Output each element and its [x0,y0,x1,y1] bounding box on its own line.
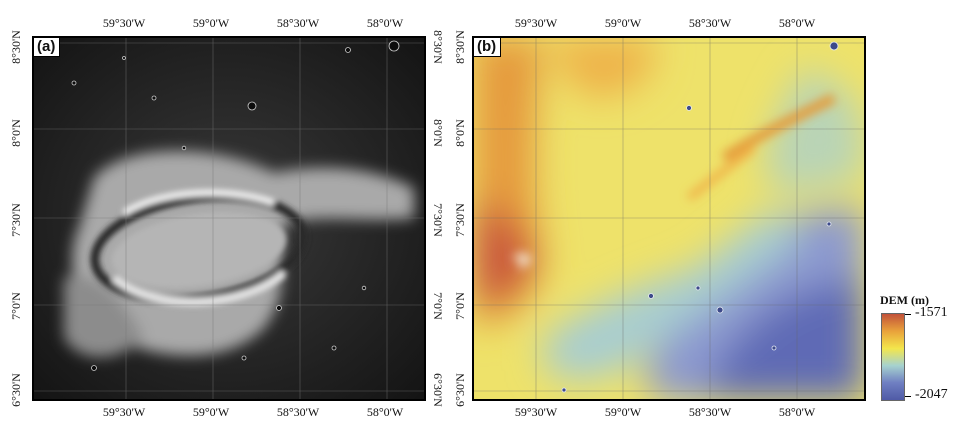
tick-b-top-1: 59°30'W [514,16,558,30]
tick-a-right-1: 8°30'N [431,30,445,64]
tick-a-top-1: 59°30'W [102,16,146,30]
tick-a-top-3: 58°30'W [276,16,320,30]
grayscale-image [34,38,424,399]
tick-b-left-2: 8°0'N [453,119,467,147]
tick-a-bottom-3: 58°30'W [276,405,320,419]
tick-a-left-3: 7°30'N [9,203,23,237]
legend-min-tick [905,396,911,397]
legend-max-tick [905,314,911,315]
tick-a-right-5: 6°30'N [431,373,445,407]
tick-a-right-3: 7°30'N [431,203,445,237]
tick-a-bottom-4: 58°0'W [366,405,404,419]
tick-b-top-3: 58°30'W [688,16,732,30]
legend-max-label: -1571 [915,305,948,320]
tick-a-left-4: 7°0'N [9,292,23,320]
tick-b-left-5: 6°30'N [453,373,467,407]
tick-a-bottom-2: 59°0'W [192,405,230,419]
tick-a-right-4: 7°0'N [431,292,445,320]
tick-b-top-4: 58°0'W [778,16,816,30]
tick-b-bottom-2: 59°0'W [604,405,642,419]
panel-a-label: (a) [34,38,61,57]
tick-b-left-4: 7°0'N [453,292,467,320]
legend-color-bar [881,313,905,401]
tick-a-top-2: 59°0'W [192,16,230,30]
tick-b-left-1: 8°30'N [453,30,467,64]
panel-b-dem-image: (b) [472,36,866,401]
tick-b-bottom-4: 58°0'W [778,405,816,419]
tick-b-bottom-1: 59°30'W [514,405,558,419]
panel-b-label: (b) [474,38,502,57]
tick-a-top-4: 58°0'W [366,16,404,30]
tick-a-right-2: 8°0'N [431,119,445,147]
legend-title: DEM (m) [880,293,929,307]
tick-a-bottom-1: 59°30'W [102,405,146,419]
legend-min-label: -2047 [915,387,948,402]
tick-b-top-2: 59°0'W [604,16,642,30]
panel-a-grayscale-image: (a) [32,36,426,401]
tick-b-left-3: 7°30'N [453,203,467,237]
tick-a-left-5: 6°30'N [9,373,23,407]
tick-a-left-1: 8°30'N [9,30,23,64]
tick-a-left-2: 8°0'N [9,119,23,147]
tick-b-bottom-3: 58°30'W [688,405,732,419]
dem-image [474,38,864,399]
